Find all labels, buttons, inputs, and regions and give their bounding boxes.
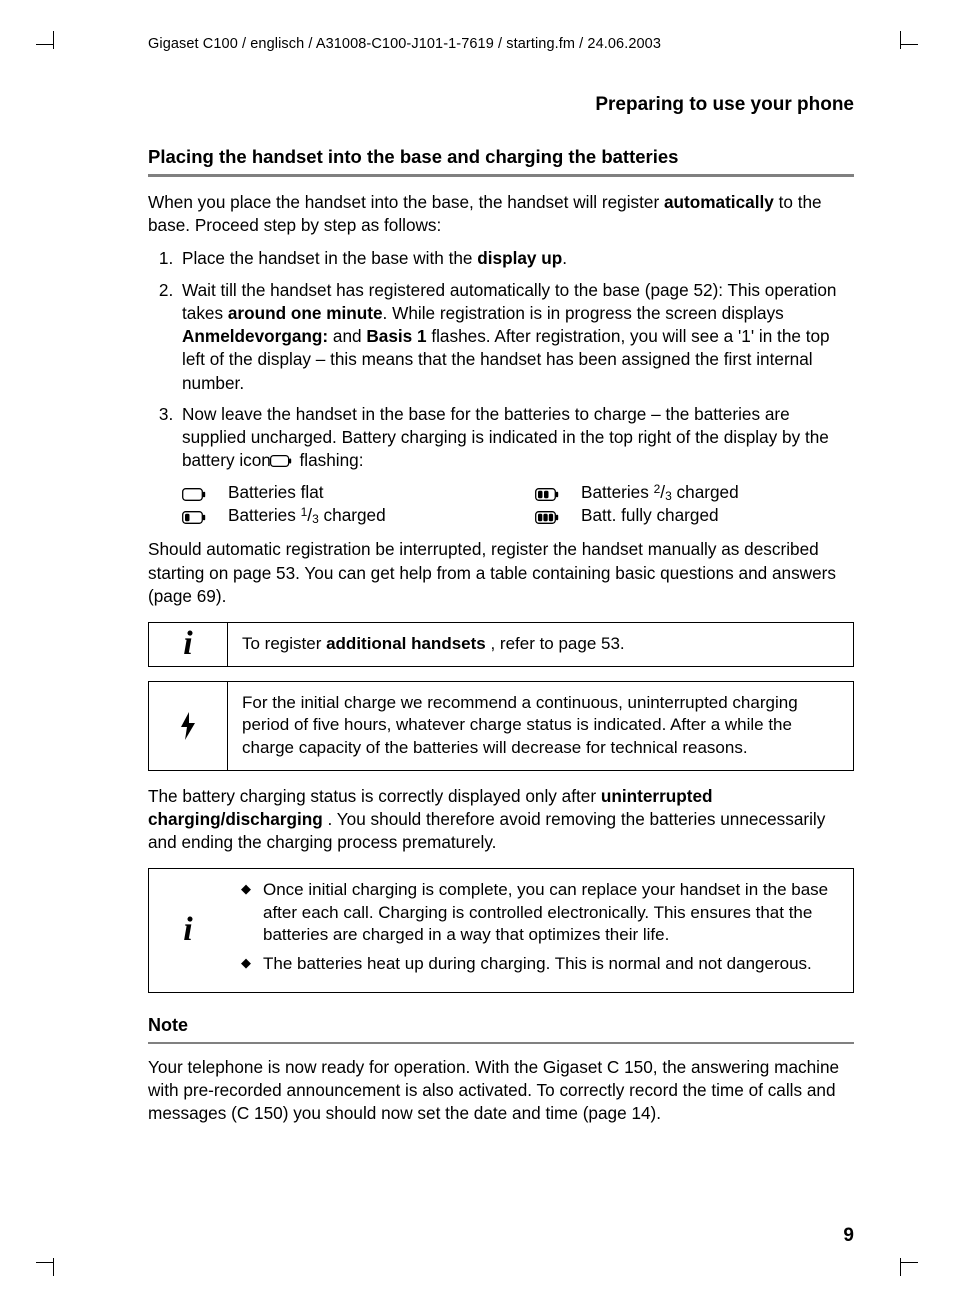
info-icon: i — [149, 869, 227, 991]
text: Batteries 2/3 charged — [581, 482, 739, 503]
step-3: Now leave the handset in the base for th… — [178, 403, 854, 473]
text: , refer to page 53. — [486, 634, 625, 653]
text: Batteries 1/3 charged — [228, 505, 386, 526]
info-box-additional-handsets: i To register additional handsets , refe… — [148, 622, 854, 667]
note-paragraph: Your telephone is now ready for operatio… — [148, 1056, 854, 1126]
step-2: Wait till the handset has registered aut… — [178, 279, 854, 395]
page: Gigaset C100 / englisch / A31008-C100-J1… — [0, 0, 954, 1307]
paragraph-after-battery: Should automatic registration be interru… — [148, 538, 854, 608]
page-number: 9 — [843, 1225, 854, 1247]
text: The battery charging status is correctly… — [148, 786, 601, 806]
battery-cell-flat: Batteries flat — [148, 482, 501, 503]
heading-note: Note — [148, 1015, 854, 1036]
text-bold: additional handsets — [326, 634, 486, 653]
heading-rule — [148, 1042, 854, 1044]
text: Batt. fully charged — [581, 505, 719, 526]
crop-mark — [36, 44, 54, 45]
battery-empty-icon — [182, 485, 210, 506]
text: . While registration is in progress the … — [383, 303, 784, 323]
content-area: Placing the handset into the base and ch… — [148, 146, 854, 1125]
text: Place the handset in the base with the — [182, 248, 477, 268]
info-box-body: Once initial charging is complete, you c… — [227, 869, 853, 991]
battery-cell-two-thirds: Batteries 2/3 charged — [501, 482, 854, 503]
text: and — [328, 326, 366, 346]
text-bold: Anmeldevorgang: — [182, 326, 328, 346]
heading-rule — [148, 174, 854, 177]
step-1: Place the handset in the base with the d… — [178, 247, 854, 270]
battery-one-third-icon — [182, 508, 210, 529]
text: To register — [242, 634, 326, 653]
text-bold: display up — [477, 248, 562, 268]
section-title: Preparing to use your phone — [80, 94, 854, 116]
text: When you place the handset into the base… — [148, 192, 664, 212]
running-header: Gigaset C100 / englisch / A31008-C100-J1… — [148, 36, 874, 52]
crop-mark — [900, 44, 918, 45]
battery-two-thirds-icon — [535, 485, 563, 506]
text-bold: around one minute — [228, 303, 383, 323]
bullet-list: Once initial charging is complete, you c… — [241, 879, 839, 975]
steps-list: Place the handset in the base with the d… — [148, 247, 854, 472]
text: . — [562, 248, 567, 268]
crop-mark — [900, 1262, 918, 1263]
battery-cell-one-third: Batteries 1/3 charged — [148, 505, 501, 526]
battery-row: Batteries 1/3 charged Batt. fully charge… — [148, 505, 854, 526]
bolt-icon — [149, 682, 228, 770]
crop-mark — [53, 31, 54, 49]
paragraph-charge-status: The battery charging status is correctly… — [148, 785, 854, 855]
info-box-initial-charge: For the initial charge we recommend a co… — [148, 681, 854, 771]
battery-cell-full: Batt. fully charged — [501, 505, 854, 526]
list-item: The batteries heat up during charging. T… — [241, 953, 839, 976]
battery-status-grid: Batteries flat Batteries 2/3 charged Bat… — [148, 482, 854, 526]
info-icon: i — [149, 623, 228, 666]
info-box-body: For the initial charge we recommend a co… — [228, 682, 853, 770]
crop-mark — [36, 1262, 54, 1263]
battery-full-icon — [535, 508, 563, 529]
info-box-body: To register additional handsets , refer … — [228, 623, 853, 666]
text-bold: Basis 1 — [366, 326, 426, 346]
heading-placing-handset: Placing the handset into the base and ch… — [148, 146, 854, 168]
crop-mark — [900, 31, 901, 49]
intro-paragraph: When you place the handset into the base… — [148, 191, 854, 237]
battery-empty-inline-icon — [270, 450, 292, 473]
text: Batteries flat — [228, 482, 324, 503]
list-item: Once initial charging is complete, you c… — [241, 879, 839, 947]
info-box-charging-notes: i Once initial charging is complete, you… — [148, 868, 854, 992]
text-bold: automatically — [664, 192, 774, 212]
battery-row: Batteries flat Batteries 2/3 charged — [148, 482, 854, 503]
crop-mark — [53, 1258, 54, 1276]
crop-mark — [900, 1258, 901, 1276]
